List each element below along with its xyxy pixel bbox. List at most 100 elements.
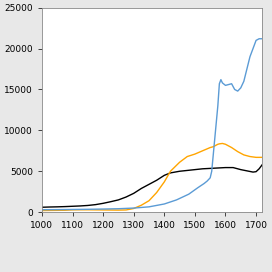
Görlitz	[230, 146, 233, 149]
Bautzen	[55, 205, 59, 208]
Bautzen	[94, 203, 97, 206]
Görlitz	[71, 208, 74, 212]
Görlitz	[79, 208, 82, 211]
Görlitz	[124, 208, 128, 212]
Dresden	[245, 67, 249, 71]
Bautzen	[261, 163, 264, 166]
Görlitz	[132, 207, 135, 210]
Dresden	[212, 153, 215, 156]
Dresden	[251, 47, 255, 50]
Görlitz	[261, 156, 264, 159]
Line: Bautzen: Bautzen	[42, 165, 262, 207]
Dresden	[218, 82, 221, 85]
Görlitz	[201, 149, 204, 152]
Dresden	[213, 137, 217, 140]
Görlitz	[218, 142, 221, 146]
Dresden	[239, 86, 242, 89]
Görlitz	[63, 209, 67, 212]
Dresden	[233, 88, 236, 91]
Görlitz	[216, 143, 220, 146]
Dresden	[196, 186, 200, 189]
Görlitz	[94, 208, 97, 212]
Bautzen	[101, 202, 105, 205]
Bautzen	[147, 183, 151, 186]
Dresden	[230, 82, 233, 85]
Dresden	[207, 178, 210, 181]
Görlitz	[209, 146, 212, 149]
Görlitz	[258, 156, 261, 159]
Görlitz	[221, 142, 224, 145]
Görlitz	[40, 209, 44, 212]
Görlitz	[248, 155, 252, 158]
Dresden	[55, 208, 59, 211]
Görlitz	[109, 208, 112, 212]
Bautzen	[254, 170, 258, 173]
Görlitz	[147, 199, 151, 202]
Dresden	[101, 208, 105, 211]
Görlitz	[55, 209, 59, 212]
Dresden	[227, 83, 230, 86]
Bautzen	[163, 174, 166, 177]
Bautzen	[40, 206, 44, 209]
Görlitz	[254, 156, 258, 159]
Görlitz	[242, 153, 245, 156]
Bautzen	[193, 168, 197, 171]
Bautzen	[79, 204, 82, 208]
Görlitz	[117, 208, 120, 212]
Görlitz	[169, 170, 172, 173]
Dresden	[258, 37, 261, 40]
Bautzen	[117, 198, 120, 202]
Bautzen	[186, 169, 189, 172]
Dresden	[117, 207, 120, 210]
Dresden	[216, 104, 220, 107]
Görlitz	[140, 203, 143, 207]
Bautzen	[109, 200, 112, 203]
Dresden	[132, 206, 135, 210]
Dresden	[187, 193, 190, 196]
Görlitz	[101, 208, 105, 212]
Bautzen	[71, 205, 74, 208]
Görlitz	[163, 180, 166, 184]
Görlitz	[224, 143, 227, 146]
Bautzen	[216, 166, 220, 170]
Görlitz	[178, 161, 181, 164]
Bautzen	[169, 171, 172, 175]
Dresden	[147, 205, 151, 208]
Bautzen	[155, 179, 158, 182]
Dresden	[224, 84, 227, 87]
Bautzen	[48, 205, 51, 209]
Bautzen	[124, 195, 128, 199]
Dresden	[175, 198, 178, 202]
Dresden	[236, 89, 239, 93]
Dresden	[40, 208, 44, 211]
Dresden	[71, 208, 74, 211]
Görlitz	[186, 155, 189, 158]
Bautzen	[231, 166, 235, 169]
Görlitz	[236, 150, 239, 153]
Bautzen	[63, 205, 67, 208]
Görlitz	[212, 145, 215, 148]
Bautzen	[258, 167, 261, 171]
Line: Görlitz: Görlitz	[42, 143, 262, 211]
Bautzen	[251, 171, 255, 174]
Bautzen	[209, 167, 212, 170]
Dresden	[202, 182, 206, 185]
Bautzen	[201, 167, 204, 171]
Dresden	[221, 81, 224, 85]
Dresden	[163, 202, 166, 206]
Dresden	[210, 170, 213, 173]
Görlitz	[193, 152, 197, 156]
Dresden	[86, 208, 89, 211]
Dresden	[205, 180, 209, 183]
Dresden	[215, 120, 218, 124]
Görlitz	[86, 208, 89, 211]
Dresden	[219, 78, 222, 81]
Dresden	[254, 39, 258, 42]
Görlitz	[155, 191, 158, 194]
Line: Dresden: Dresden	[42, 39, 262, 210]
Dresden	[261, 37, 264, 40]
Bautzen	[224, 166, 227, 169]
Dresden	[209, 176, 212, 180]
Dresden	[242, 80, 245, 83]
Görlitz	[215, 143, 218, 147]
